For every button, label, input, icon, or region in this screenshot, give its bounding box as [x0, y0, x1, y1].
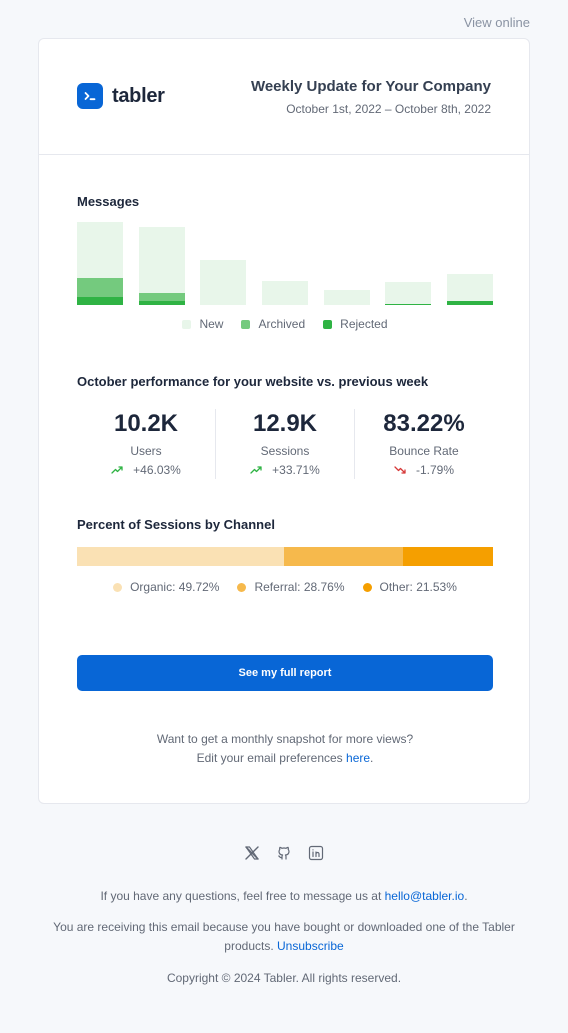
performance-title: October performance for your website vs.… — [77, 374, 429, 389]
messages-title: Messages — [77, 194, 140, 209]
stat-change: -1.79% — [355, 463, 493, 477]
legend-label: Organic: 49.72% — [130, 580, 220, 594]
date-range: October 1st, 2022 – October 8th, 2022 — [286, 102, 491, 116]
legend-swatch — [241, 319, 251, 329]
message-bar-3 — [200, 259, 247, 305]
trending-down-icon — [394, 466, 406, 474]
channels-legend: Organic: 49.72% Referral: 28.76% Other: 21… — [39, 580, 529, 594]
message-bar-6 — [385, 281, 432, 305]
stat-sessions: 12.9K Sessions +33.71% — [215, 409, 354, 479]
bar-segment-rejected — [385, 303, 432, 305]
footer-receiving-text: You are receiving this email because you… — [53, 920, 515, 953]
bar-segment-new — [447, 273, 494, 301]
bar-segment-rejected — [77, 296, 123, 305]
trending-up-icon — [111, 466, 123, 474]
legend-label: New — [199, 317, 224, 331]
stat-label: Sessions — [260, 444, 310, 458]
footer-questions-text: If you have any questions, feel free to … — [100, 889, 385, 903]
legend-swatch — [237, 582, 247, 592]
legend-item-new: New — [182, 317, 223, 331]
footer-receiving: You are receiving this email because you… — [30, 918, 538, 956]
channel-segment-other — [403, 547, 493, 566]
bar-segment-new — [200, 259, 247, 305]
message-bar-4 — [262, 280, 308, 305]
message-bar-2 — [138, 227, 185, 305]
legend-label: Referral: 28.76% — [254, 580, 345, 594]
brand-name: tabler — [112, 84, 165, 107]
stat-change-value: -1.79% — [415, 463, 455, 477]
channels-title: Percent of Sessions by Channel — [77, 517, 275, 532]
snapshot-note: Want to get a monthly snapshot for more … — [39, 730, 529, 768]
unsubscribe-link[interactable]: Unsubscribe — [277, 939, 344, 953]
github-icon[interactable] — [275, 844, 293, 862]
x-icon[interactable] — [243, 844, 261, 862]
stat-bounce-rate: 83.22% Bounce Rate -1.79% — [354, 409, 493, 479]
stat-value: 83.22% — [383, 410, 465, 437]
bar-segment-archived — [138, 293, 185, 301]
stat-label: Users — [130, 444, 162, 458]
message-bar-5 — [323, 290, 370, 305]
email-card: tabler Weekly Update for Your Company Oc… — [38, 38, 530, 804]
legend-item-archived: Archived — [241, 317, 305, 331]
contact-email-link[interactable]: hello@tabler.io — [384, 889, 465, 903]
snapshot-prefix: Edit your email preferences — [196, 751, 347, 765]
stat-change-value: +33.71% — [272, 463, 320, 477]
legend-item-rejected: Rejected — [323, 317, 388, 331]
view-online-link[interactable]: View online — [463, 15, 530, 30]
stat-value: 12.9K — [252, 410, 318, 437]
social-links — [0, 844, 568, 862]
snapshot-line-2: Edit your email preferences here. — [39, 749, 529, 768]
stat-users: 10.2K Users +46.03% — [77, 409, 215, 479]
channel-segment-organic — [77, 547, 284, 566]
preferences-link[interactable]: here — [346, 751, 371, 765]
channel-legend-item: Organic: 49.72% — [113, 580, 219, 594]
snapshot-suffix: . — [370, 751, 374, 765]
stat-value: 10.2K — [113, 410, 179, 437]
email-header: tabler Weekly Update for Your Company Oc… — [39, 39, 529, 155]
stat-change: +33.71% — [216, 463, 354, 477]
brand-logo[interactable]: tabler — [77, 83, 165, 109]
bar-segment-new — [77, 222, 123, 278]
snapshot-line-1: Want to get a monthly snapshot for more … — [156, 732, 414, 746]
stat-change-value: +46.03% — [133, 463, 181, 477]
trending-up-icon — [250, 466, 262, 474]
footer-copyright: Copyright © 2024 Tabler. All rights rese… — [166, 971, 402, 985]
legend-label: Archived — [258, 317, 306, 331]
bar-segment-new — [323, 290, 370, 305]
legend-swatch — [323, 319, 333, 329]
footer-questions-suffix: . — [464, 889, 468, 903]
channel-legend-item: Referral: 28.76% — [237, 580, 345, 594]
bar-segment-new — [138, 227, 185, 294]
legend-swatch — [113, 582, 123, 592]
linkedin-icon[interactable] — [307, 844, 325, 862]
legend-swatch — [362, 582, 372, 592]
bar-segment-rejected — [447, 300, 494, 305]
messages-legend: New Archived Rejected — [39, 317, 529, 331]
stat-change: +46.03% — [77, 463, 215, 477]
tabler-logo-icon — [77, 83, 103, 109]
legend-label: Other: 21.53% — [379, 580, 457, 594]
header-info: Weekly Update for Your Company October 1… — [251, 78, 491, 116]
bar-segment-new — [385, 281, 432, 304]
message-bar-1 — [77, 222, 123, 305]
stat-label: Bounce Rate — [389, 444, 459, 458]
bar-segment-rejected — [138, 300, 185, 305]
performance-stats: 10.2K Users +46.03% 12.9K Sessions +33.71% 83.… — [77, 409, 493, 479]
message-bar-7 — [447, 273, 494, 305]
messages-chart — [77, 221, 494, 305]
legend-label: Rejected — [340, 317, 388, 331]
bar-segment-archived — [77, 277, 123, 297]
footer-questions: If you have any questions, feel free to … — [30, 887, 538, 906]
page-title: Weekly Update for Your Company — [250, 78, 491, 95]
channels-progress-bar — [77, 547, 493, 566]
bar-segment-new — [262, 280, 308, 305]
channel-legend-item: Other: 21.53% — [362, 580, 457, 594]
legend-swatch — [182, 319, 192, 329]
channel-segment-referral — [283, 547, 404, 566]
full-report-button[interactable]: See my full report — [77, 655, 493, 691]
